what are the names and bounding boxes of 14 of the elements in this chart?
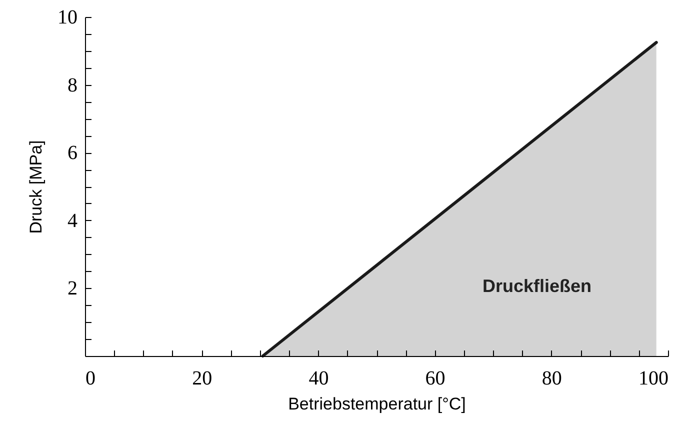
x-tick-label: 40 bbox=[308, 368, 329, 390]
y-tick-label: 8 bbox=[68, 74, 78, 96]
y-tick-label: 10 bbox=[58, 6, 78, 28]
x-axis-title: Betriebstemperatur [°C] bbox=[288, 394, 466, 414]
y-axis-title: Druck [MPa] bbox=[26, 140, 46, 234]
x-tick-label: 80 bbox=[542, 368, 562, 390]
x-tick-label: 60 bbox=[425, 368, 446, 390]
y-tick-label: 6 bbox=[68, 142, 78, 164]
y-tick-label: 2 bbox=[68, 278, 78, 300]
x-tick-label: 20 bbox=[192, 368, 212, 390]
x-tick-label: 0 bbox=[86, 368, 96, 390]
annotation: Druckfließen bbox=[482, 276, 592, 296]
x-tick-label: 100 bbox=[638, 368, 668, 390]
y-tick-label: 4 bbox=[68, 210, 78, 232]
